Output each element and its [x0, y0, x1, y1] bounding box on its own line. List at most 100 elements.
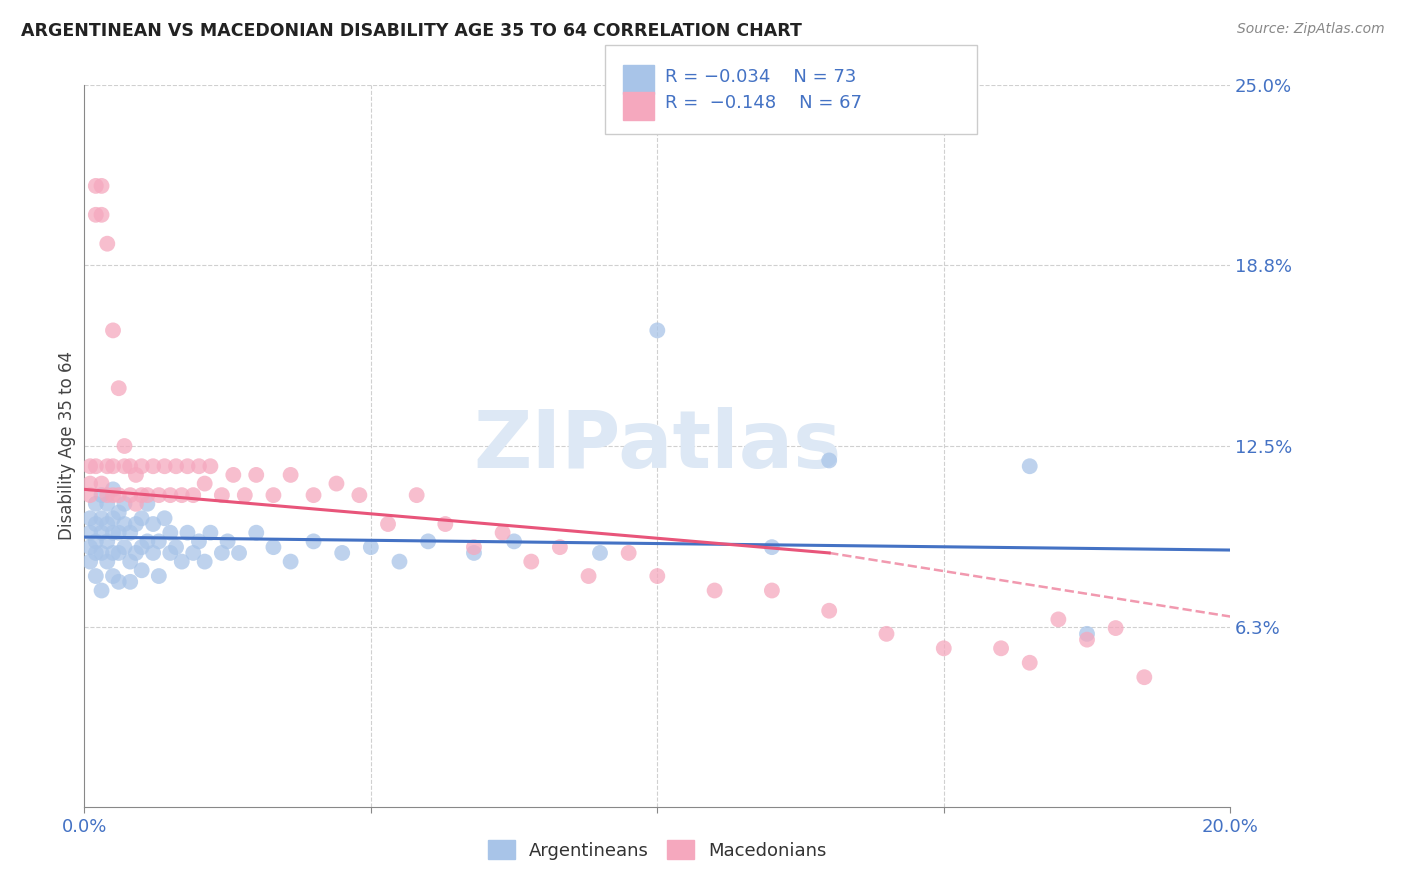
Point: [503, 534, 526, 549]
Point: [200, 525, 222, 540]
Point: [818, 453, 841, 467]
Point: [1047, 612, 1070, 626]
Point: [165, 540, 187, 554]
Point: [647, 323, 669, 337]
Point: [79, 511, 101, 525]
Point: [932, 641, 955, 656]
Point: [142, 459, 165, 474]
Point: [222, 467, 245, 482]
Point: [200, 459, 222, 474]
Point: [84, 534, 107, 549]
Point: [148, 569, 170, 583]
Point: [349, 488, 371, 502]
Point: [90, 511, 112, 525]
Point: [302, 488, 325, 502]
Point: [79, 525, 101, 540]
Point: [136, 534, 159, 549]
Point: [84, 546, 107, 560]
Point: [159, 525, 181, 540]
Point: [1018, 459, 1040, 474]
Point: [1076, 627, 1098, 641]
Point: [170, 488, 193, 502]
Point: [84, 569, 107, 583]
Point: [84, 459, 107, 474]
Point: [463, 546, 485, 560]
Point: [153, 459, 176, 474]
Point: [1105, 621, 1128, 635]
Point: [107, 506, 129, 520]
Point: [142, 546, 165, 560]
Point: [101, 569, 124, 583]
Point: [165, 459, 187, 474]
Point: [120, 459, 142, 474]
Point: [79, 459, 101, 474]
Y-axis label: Disability Age 35 to 64: Disability Age 35 to 64: [58, 351, 76, 541]
Point: [142, 516, 165, 531]
Point: [84, 516, 107, 531]
Point: [79, 488, 101, 502]
Point: [125, 516, 148, 531]
Point: [90, 208, 112, 222]
Point: [159, 546, 181, 560]
Point: [463, 540, 485, 554]
Point: [107, 381, 129, 395]
Point: [703, 583, 725, 598]
Point: [120, 555, 142, 569]
Point: [434, 516, 457, 531]
Text: ZIPatlas: ZIPatlas: [474, 407, 841, 485]
Point: [131, 511, 153, 525]
Point: [377, 516, 399, 531]
Point: [101, 483, 124, 497]
Point: [90, 525, 112, 540]
Point: [761, 583, 783, 598]
Point: [107, 525, 129, 540]
Point: [181, 488, 204, 502]
Point: [188, 459, 211, 474]
Point: [548, 540, 571, 554]
Legend: Argentineans, Macedonians: Argentineans, Macedonians: [481, 833, 834, 867]
Point: [90, 583, 112, 598]
Text: Source: ZipAtlas.com: Source: ZipAtlas.com: [1237, 22, 1385, 37]
Point: [262, 540, 284, 554]
Point: [96, 236, 118, 251]
Point: [107, 488, 129, 502]
Point: [617, 546, 640, 560]
Point: [302, 534, 325, 549]
Point: [131, 459, 153, 474]
Point: [96, 516, 118, 531]
Point: [176, 459, 198, 474]
Point: [90, 476, 112, 491]
Point: [90, 178, 112, 193]
Point: [211, 488, 233, 502]
Point: [388, 555, 411, 569]
Point: [131, 563, 153, 577]
Point: [188, 534, 211, 549]
Point: [578, 569, 600, 583]
Point: [280, 467, 302, 482]
Point: [125, 497, 148, 511]
Point: [245, 525, 267, 540]
Point: [148, 534, 170, 549]
Point: [325, 476, 347, 491]
Point: [159, 488, 181, 502]
Point: [90, 546, 112, 560]
Point: [228, 546, 250, 560]
Point: [245, 467, 267, 482]
Point: [761, 540, 783, 554]
Point: [360, 540, 382, 554]
Point: [1076, 632, 1098, 647]
Point: [491, 525, 513, 540]
Point: [84, 497, 107, 511]
Point: [194, 476, 217, 491]
Point: [96, 497, 118, 511]
Point: [876, 627, 898, 641]
Point: [84, 178, 107, 193]
Point: [176, 525, 198, 540]
Point: [101, 546, 124, 560]
Point: [136, 497, 159, 511]
Point: [262, 488, 284, 502]
Point: [181, 546, 204, 560]
Point: [96, 459, 118, 474]
Point: [131, 540, 153, 554]
Point: [107, 546, 129, 560]
